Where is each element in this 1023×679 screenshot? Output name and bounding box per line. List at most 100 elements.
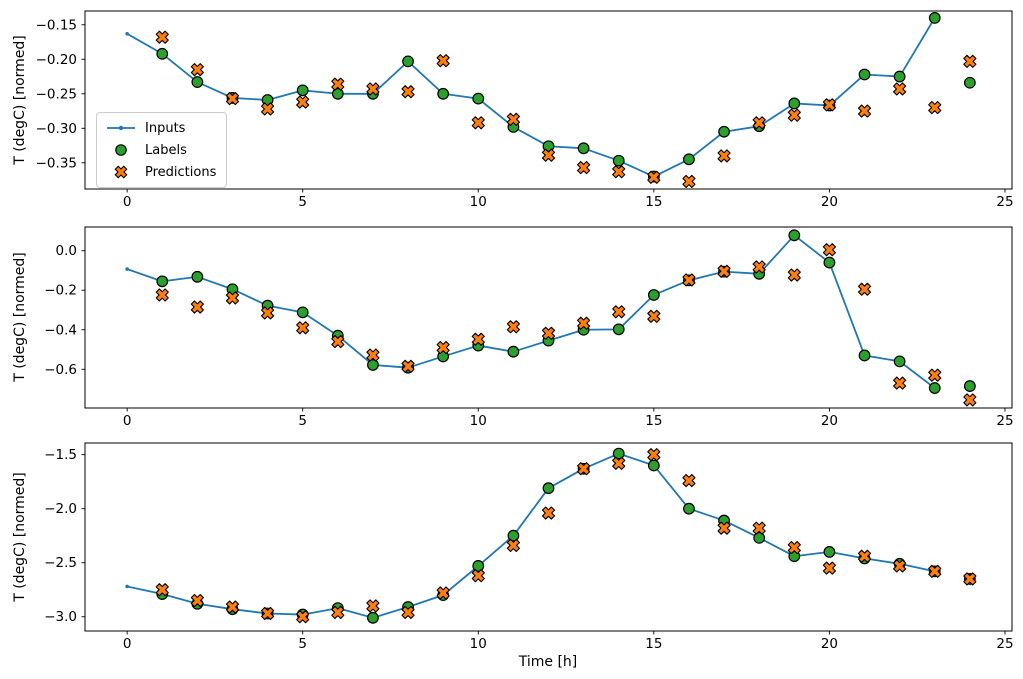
prediction-marker: [612, 305, 626, 319]
label-marker: [893, 70, 906, 83]
y-tick-label: 0.0: [56, 243, 77, 259]
label-marker: [296, 84, 309, 97]
label-marker: [647, 289, 660, 301]
y-axis-label-middle: T (degC) [normed]: [12, 252, 28, 382]
prediction-marker: [752, 521, 766, 535]
label-marker: [928, 11, 941, 24]
prediction-marker: [682, 474, 696, 488]
prediction-marker: [155, 288, 169, 302]
inputs-line: [126, 452, 935, 619]
label-marker: [367, 611, 379, 624]
inputs-line: [126, 234, 936, 389]
label-marker: [156, 47, 169, 60]
prediction-marker: [928, 368, 942, 382]
y-tick-label: −2.5: [44, 555, 77, 571]
prediction-marker: [366, 82, 380, 96]
x-tick-label: 15: [645, 636, 662, 652]
label-marker: [647, 459, 660, 472]
inputs-point: [125, 267, 129, 271]
y-tick-label: −0.25: [36, 86, 77, 102]
prediction-marker: [541, 326, 556, 340]
prediction-marker: [471, 116, 485, 130]
label-marker: [823, 546, 836, 558]
prediction-marker: [155, 30, 169, 44]
prediction-marker: [928, 564, 942, 578]
prediction-marker: [331, 605, 345, 620]
prediction-marker: [260, 306, 275, 320]
legend-label-labels: Labels: [145, 142, 187, 158]
prediction-marker: [541, 148, 556, 162]
label-marker: [612, 154, 625, 167]
inputs-line: [126, 17, 936, 178]
x-tick-label: 5: [298, 636, 307, 652]
prediction-marker: [822, 98, 837, 112]
y-tick-label: −1.5: [44, 447, 77, 463]
label-marker: [577, 142, 590, 155]
prediction-marker: [471, 569, 485, 583]
prediction-marker: [787, 540, 801, 555]
prediction-marker: [893, 376, 907, 390]
prediction-marker: [401, 85, 415, 99]
prediction-marker: [612, 456, 626, 470]
legend-item-labels: Labels: [106, 141, 216, 159]
subplot-1: 0 5 10 15 20 25 0.0 −0.2 −0.4 −0.6: [44, 226, 1014, 429]
label-marker: [156, 275, 169, 288]
legend-label-predictions: Predictions: [145, 164, 217, 180]
prediction-marker: [190, 63, 204, 77]
prediction-marker: [717, 521, 731, 535]
inputs-point: [125, 31, 129, 36]
x-tick-label: 15: [645, 413, 662, 429]
legend-label-inputs: Inputs: [145, 120, 186, 136]
x-tick-label: 10: [470, 636, 487, 652]
x-tick-label: 25: [996, 636, 1013, 652]
y-tick-label: −0.4: [44, 322, 77, 338]
prediction-marker: [822, 243, 837, 257]
prediction-marker: [577, 462, 591, 476]
prediction-marker: [787, 268, 801, 282]
prediction-marker: [857, 104, 872, 118]
x-tick-label: 15: [645, 194, 662, 210]
prediction-marker: [296, 95, 310, 109]
axes-frame: [84, 442, 1013, 632]
prediction-marker: [577, 161, 591, 175]
prediction-marker: [260, 102, 275, 116]
x-tick-label: 25: [996, 194, 1013, 210]
x-tick-label: 0: [123, 636, 132, 652]
label-marker: [191, 76, 204, 88]
prediction-marker: [401, 605, 415, 620]
label-marker: [472, 92, 485, 105]
prediction-marker: [647, 170, 661, 184]
subplot-0: 0 5 10 15 20 25 −0.15 −0.20 −0.25 −0.30 −0.35: [36, 10, 1014, 210]
prediction-marker: [682, 174, 696, 189]
prediction-marker: [857, 549, 872, 563]
y-tick-label: −2.0: [44, 501, 77, 517]
y-tick-label: −0.2: [44, 283, 77, 299]
label-marker: [753, 531, 766, 544]
prediction-marker: [296, 321, 310, 335]
axes-frame: [84, 226, 1013, 409]
prediction-marker: [963, 54, 977, 68]
label-marker: [963, 76, 976, 89]
label-marker: [893, 355, 906, 368]
prediction-marker: [366, 348, 380, 362]
prediction-marker: [682, 273, 696, 287]
y-tick-label: −0.6: [44, 362, 77, 378]
inputs-line-icon: [107, 125, 135, 131]
prediction-marker: [541, 506, 556, 520]
x-tick-label: 5: [298, 194, 307, 210]
prediction-marker: [717, 149, 731, 163]
y-tick-label: −0.20: [36, 52, 77, 68]
prediction-marker: [225, 291, 240, 305]
legend: Inputs Labels Predictions: [96, 112, 228, 188]
prediction-marker: [752, 116, 766, 130]
label-marker: [472, 560, 485, 572]
legend-item-inputs: Inputs: [106, 119, 216, 137]
label-marker: [507, 529, 520, 542]
y-tick-label: −3.0: [44, 609, 77, 625]
label-marker: [683, 153, 695, 166]
x-axis-label: Time [h]: [518, 654, 578, 670]
prediction-marker: [436, 54, 450, 68]
prediction-marker: [155, 583, 169, 597]
